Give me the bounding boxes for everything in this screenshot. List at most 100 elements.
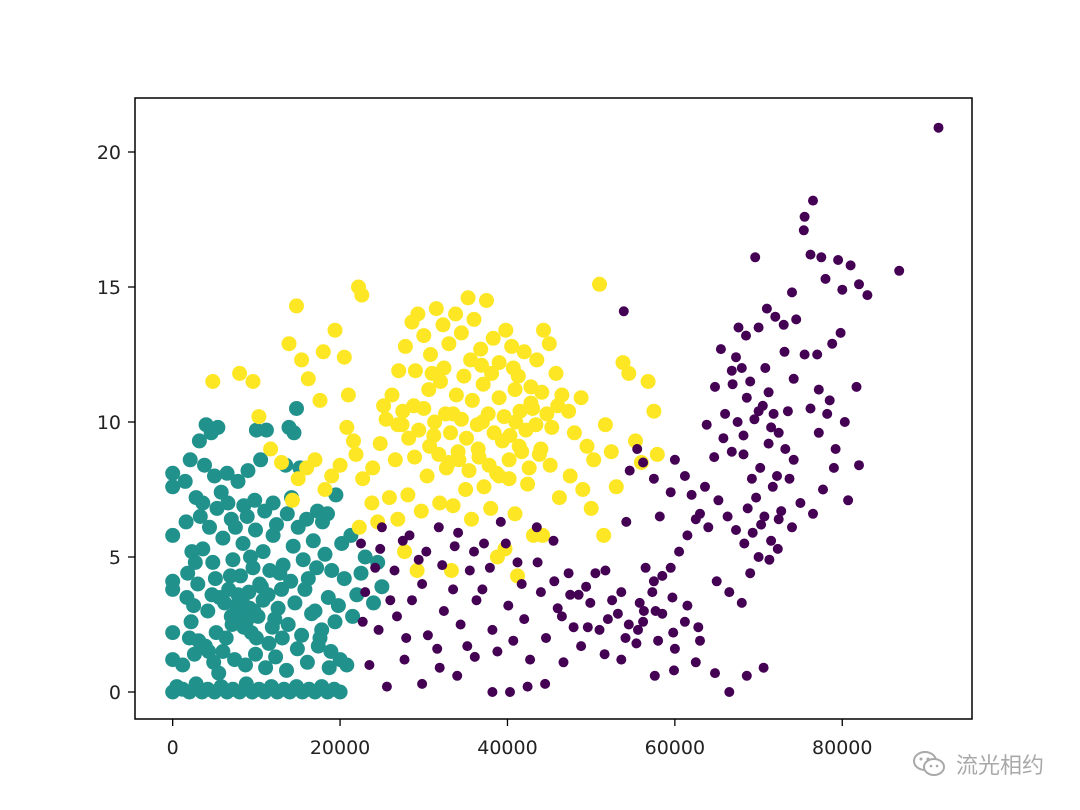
scatter-point-s0-167 (330, 598, 346, 614)
scatter-point-s1-133 (496, 409, 512, 425)
scatter-point-s1-147 (395, 403, 411, 419)
scatter-point-s0-161 (353, 565, 369, 581)
scatter-point-s1-58 (536, 322, 551, 338)
scatter-point-s2-78 (531, 522, 542, 533)
scatter-point-s0-94 (339, 657, 355, 673)
scatter-point-s2-108 (417, 678, 428, 689)
scatter-point-s0-55 (240, 463, 256, 479)
scatter-point-s1-113 (443, 563, 459, 578)
scatter-point-s1-108 (381, 490, 397, 506)
scatter-point-s2-132 (477, 584, 488, 595)
scatter-point-s1-26 (348, 446, 364, 462)
scatter-point-s1-110 (390, 511, 406, 527)
scatter-point-s2-7 (833, 255, 844, 265)
scatter-point-s1-126 (459, 430, 474, 446)
scatter-point-s1-78 (596, 527, 612, 543)
scatter-point-s1-169 (525, 401, 541, 416)
y-tick-label: 15 (97, 277, 121, 299)
scatter-point-s2-192 (682, 530, 693, 541)
scatter-point-s2-219 (727, 379, 738, 390)
scatter-point-s2-62 (654, 511, 665, 522)
scatter-point-s0-112 (248, 646, 263, 662)
scatter-point-s1-6 (289, 298, 304, 314)
scatter-point-s0-107 (205, 554, 221, 570)
y-axis: 0 5 10 15 20 (97, 142, 135, 704)
scatter-point-s2-103 (505, 687, 515, 697)
scatter-point-s2-39 (824, 395, 835, 406)
scatter-point-s2-81 (581, 581, 592, 592)
scatter-point-s2-218 (736, 363, 747, 373)
scatter-point-s2-54 (724, 587, 735, 598)
scatter-point-s2-75 (479, 538, 489, 549)
scatter-point-s2-104 (487, 687, 498, 697)
scatter-point-s1-69 (603, 444, 619, 460)
scatter-point-s2-11 (854, 279, 864, 290)
scatter-point-s2-116 (422, 630, 433, 641)
scatter-point-s0-162 (374, 579, 390, 595)
scatter-point-s0-178 (202, 519, 217, 535)
scatter-point-s2-164 (508, 635, 519, 646)
scatter-point-s2-201 (739, 538, 750, 549)
scatter-point-s1-77 (649, 446, 665, 462)
scatter-point-s0-48 (210, 419, 226, 435)
scatter-point-s0-116 (289, 641, 305, 657)
scatter-point-s0-51 (219, 465, 235, 481)
scatter-point-s2-209 (830, 444, 841, 454)
scatter-point-s1-33 (378, 411, 394, 427)
scatter-point-s2-16 (770, 311, 781, 322)
scatter-point-s1-72 (621, 365, 637, 381)
scatter-point-s0-40 (178, 514, 194, 530)
scatter-point-s0-35 (175, 657, 191, 673)
scatter-point-s2-199 (722, 511, 733, 522)
scatter-point-s0-33 (165, 479, 181, 495)
scatter-point-s0-92 (327, 614, 343, 630)
scatter-point-s2-35 (782, 406, 793, 417)
scatter-point-s2-107 (434, 662, 445, 673)
scatter-point-s2-170 (607, 595, 618, 606)
scatter-point-s2-70 (397, 535, 408, 546)
scatter-point-s2-9 (820, 273, 831, 284)
scatter-point-s2-182 (751, 492, 762, 503)
scatter-point-s1-39 (416, 328, 432, 344)
scatter-point-s1-124 (448, 387, 464, 403)
scatter-point-s1-31 (365, 460, 381, 476)
scatter-point-s2-180 (788, 454, 799, 465)
scatter-point-s0-177 (209, 500, 225, 516)
scatter-point-s1-27 (355, 471, 371, 487)
scatter-point-s1-9 (300, 371, 316, 387)
scatter-point-s2-61 (665, 487, 676, 498)
scatter-point-s2-179 (780, 444, 791, 454)
scatter-point-s2-117 (438, 606, 449, 616)
scatter-point-s2-44 (828, 462, 839, 473)
scatter-point-s0-158 (206, 654, 222, 670)
scatter-point-s1-1 (232, 365, 248, 381)
scatter-point-s1-10 (312, 392, 328, 408)
scatter-point-s1-50 (485, 330, 501, 346)
scatter-point-s1-132 (491, 390, 507, 406)
scatter-point-s0-72 (190, 576, 206, 592)
scatter-point-s2-207 (813, 427, 824, 438)
scatter-point-s1-172 (445, 406, 461, 422)
scatter-point-s1-28 (364, 495, 380, 511)
scatter-point-s1-160 (531, 446, 547, 462)
x-tick-label: 40000 (477, 737, 537, 759)
scatter-point-s1-112 (409, 563, 425, 578)
y-tick-label: 0 (109, 682, 121, 704)
x-tick-label: 20000 (310, 737, 370, 759)
scatter-point-s2-58 (686, 489, 697, 500)
scatter-point-s1-103 (413, 503, 429, 519)
scatter-point-s0-160 (366, 595, 381, 611)
scatter-point-s2-20 (733, 322, 744, 333)
scatter-point-s0-133 (224, 617, 240, 632)
scatter-point-s1-25 (339, 419, 355, 435)
scatter-point-s1-167 (424, 365, 440, 381)
scatter-point-s2-143 (389, 565, 400, 576)
scatter-point-s2-34 (773, 427, 784, 438)
scatter-point-s1-104 (407, 449, 423, 465)
scatter-point-s2-162 (693, 622, 704, 633)
scatter-point-s0-63 (289, 401, 304, 416)
scatter-point-s0-128 (243, 625, 259, 641)
scatter-point-s2-2 (808, 195, 818, 206)
scatter-point-s0-157 (197, 638, 213, 654)
scatter-point-s2-131 (669, 665, 679, 676)
